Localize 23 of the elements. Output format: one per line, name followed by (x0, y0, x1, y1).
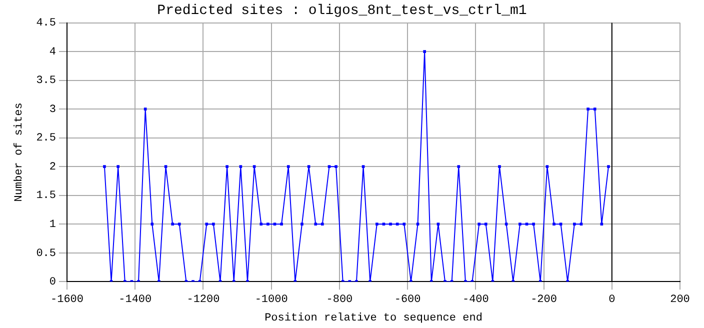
chart-title: Predicted sites : oligos_8nt_test_vs_ctrl_m1 (157, 3, 527, 20)
y-tick-label: 4.5 (36, 18, 56, 30)
x-tick-label: -1200 (186, 294, 220, 306)
x-tick-label: 200 (670, 294, 690, 306)
x-tick-label: -200 (530, 294, 557, 306)
y-tick-label: 2.5 (36, 132, 56, 145)
x-tick-label: -400 (462, 294, 489, 306)
y-tick-label: 3 (49, 104, 56, 116)
y-tick-label: 4 (49, 46, 56, 58)
x-tick-label: -800 (326, 294, 353, 306)
y-tick-label: 1.5 (36, 190, 56, 202)
y-tick-label: 3.5 (36, 75, 56, 88)
y-tick-label: 1 (49, 218, 56, 231)
x-tick-label: -1600 (50, 294, 84, 306)
x-tick-label: 0 (608, 294, 616, 306)
x-axis-title: Position relative to sequence end (264, 312, 482, 324)
x-tick-label: -1400 (118, 294, 152, 306)
y-tick-label: 2 (49, 161, 56, 174)
x-tick-label: -1000 (254, 294, 288, 306)
y-tick-label: 0.5 (36, 248, 56, 260)
y-tick-label: 0 (49, 276, 56, 289)
y-axis-title: Number of sites (14, 102, 26, 202)
x-tick-label: -600 (394, 294, 421, 306)
